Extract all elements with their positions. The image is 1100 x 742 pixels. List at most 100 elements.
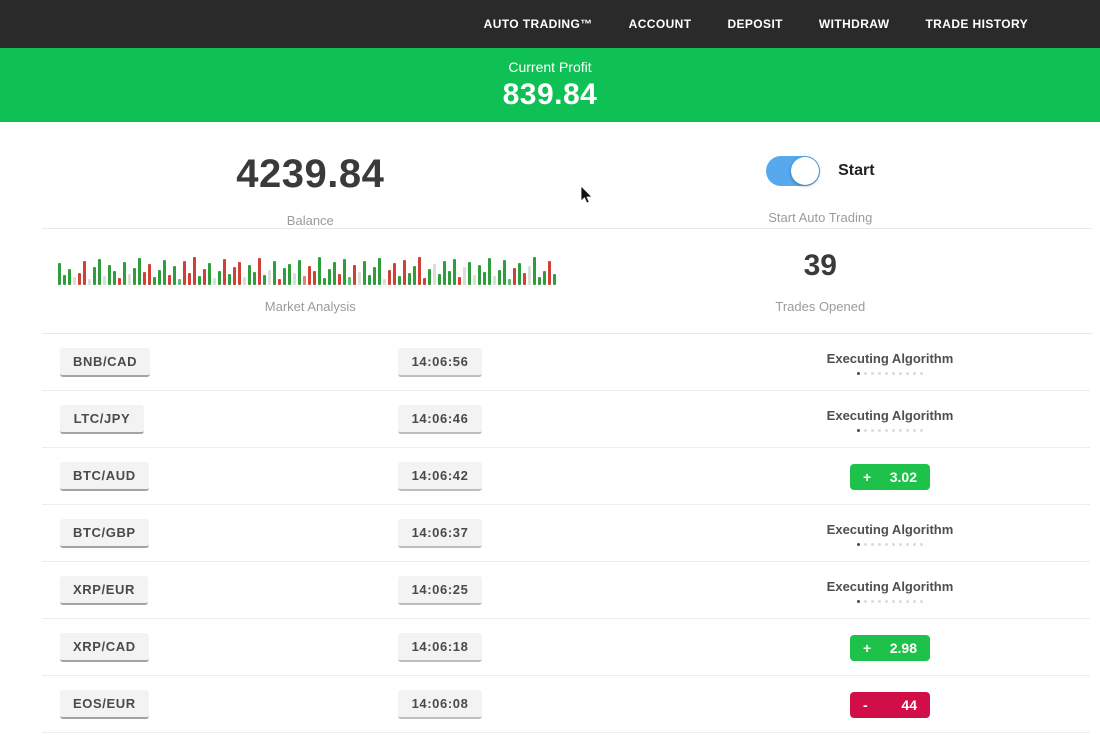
market-bar [128, 274, 131, 285]
market-bar [118, 278, 121, 285]
progress-dot [857, 542, 860, 546]
executing-algorithm-label: Executing Algorithm [826, 407, 954, 423]
nav-deposit[interactable]: DEPOSIT [727, 17, 783, 31]
toggle-knob[interactable] [791, 157, 820, 185]
progress-dot [920, 428, 923, 432]
progress-dots [680, 599, 1100, 603]
market-bar [193, 257, 196, 285]
badge-sign: + [863, 468, 872, 485]
progress-dot [913, 542, 916, 546]
current-profit-banner: Current Profit 839.84 [0, 48, 1100, 122]
market-bar [543, 271, 546, 285]
market-bar [473, 275, 476, 285]
market-bar [218, 271, 221, 285]
trade-row: XRP/EUR 14:06:25 Executing Algorithm [0, 562, 1100, 619]
market-bar [223, 259, 226, 285]
market-bar [548, 261, 551, 285]
progress-dots [680, 542, 1100, 546]
market-bar [153, 277, 156, 285]
market-bar [393, 263, 396, 285]
pair-chip: BNB/CAD [60, 348, 151, 377]
pair-chip: BTC/AUD [60, 462, 149, 491]
pair-chip: XRP/EUR [60, 576, 148, 605]
market-bar [133, 268, 136, 285]
time-chip: 14:06:56 [398, 348, 482, 377]
market-bar [423, 278, 426, 285]
market-bar [488, 258, 491, 285]
progress-dot [899, 599, 902, 603]
nav-withdraw[interactable]: WITHDRAW [818, 17, 890, 31]
market-analysis-label: Market Analysis [264, 299, 356, 314]
progress-dots [680, 371, 1100, 375]
market-bar [288, 264, 291, 285]
progress-dot [892, 542, 895, 546]
market-bar [483, 272, 486, 285]
market-bar [313, 271, 316, 285]
market-bar [358, 272, 361, 285]
market-bar [498, 270, 501, 285]
market-bar [268, 270, 271, 285]
nav-trade-history[interactable]: TRADE HISTORY [925, 17, 1028, 31]
progress-dot [885, 428, 888, 432]
market-bar [258, 258, 261, 285]
market-bar [433, 264, 436, 285]
progress-dot [878, 542, 881, 546]
market-bar [208, 263, 211, 285]
progress-dot [899, 428, 902, 432]
time-chip: 14:06:08 [398, 690, 482, 719]
trade-row: BTC/AUD 14:06:42 + 3.02 [0, 448, 1100, 505]
progress-dot [885, 599, 888, 603]
pair-chip: EOS/EUR [60, 690, 149, 719]
market-bar [448, 271, 451, 285]
market-bar [58, 263, 61, 285]
badge-sign: + [863, 639, 872, 656]
trades-opened-value: 39 [803, 249, 837, 282]
trade-row: LTC/JPY 14:06:46 Executing Algorithm [0, 391, 1100, 448]
divider [42, 228, 1092, 229]
progress-dots [680, 428, 1100, 432]
market-bar [138, 258, 141, 285]
time-chip: 14:06:46 [398, 405, 482, 434]
progress-dot [906, 428, 909, 432]
market-bar [458, 277, 461, 285]
progress-dot [892, 428, 895, 432]
status-executing: Executing Algorithm [680, 351, 1100, 375]
top-nav: AUTO TRADING™ ACCOUNT DEPOSIT WITHDRAW T… [0, 0, 1100, 48]
toggle-start-label: Start [838, 162, 875, 179]
auto-trading-toggle[interactable] [766, 156, 821, 186]
market-bar [503, 260, 506, 285]
result-badge: + 2.98 [850, 634, 930, 661]
status-executing: Executing Algorithm [680, 408, 1100, 432]
market-bar [108, 265, 111, 285]
market-bar [308, 266, 311, 285]
market-bar [173, 266, 176, 285]
progress-dot [906, 371, 909, 375]
progress-dot [920, 599, 923, 603]
market-bar [318, 257, 321, 285]
nav-auto-trading[interactable]: AUTO TRADING™ [483, 17, 593, 31]
progress-dot [878, 599, 881, 603]
market-bar [203, 269, 206, 285]
progress-dot [885, 542, 888, 546]
market-bar [293, 273, 296, 285]
market-bar [338, 274, 341, 285]
market-bar [123, 262, 126, 285]
market-bar [238, 262, 241, 285]
nav-account[interactable]: ACCOUNT [628, 17, 692, 31]
market-bar [188, 273, 191, 285]
progress-dot [906, 599, 909, 603]
progress-dot [857, 371, 860, 375]
market-bar [333, 262, 336, 285]
market-bar [538, 277, 541, 285]
progress-dot [899, 371, 902, 375]
market-bar [183, 261, 186, 285]
progress-dot [906, 542, 909, 546]
progress-dot [871, 542, 874, 546]
current-profit-value: 839.84 [502, 77, 598, 111]
market-bar [78, 273, 81, 285]
market-bar [163, 260, 166, 285]
market-bar [83, 261, 86, 285]
market-bar [388, 270, 391, 285]
market-bar [443, 261, 446, 285]
market-bar [353, 265, 356, 285]
